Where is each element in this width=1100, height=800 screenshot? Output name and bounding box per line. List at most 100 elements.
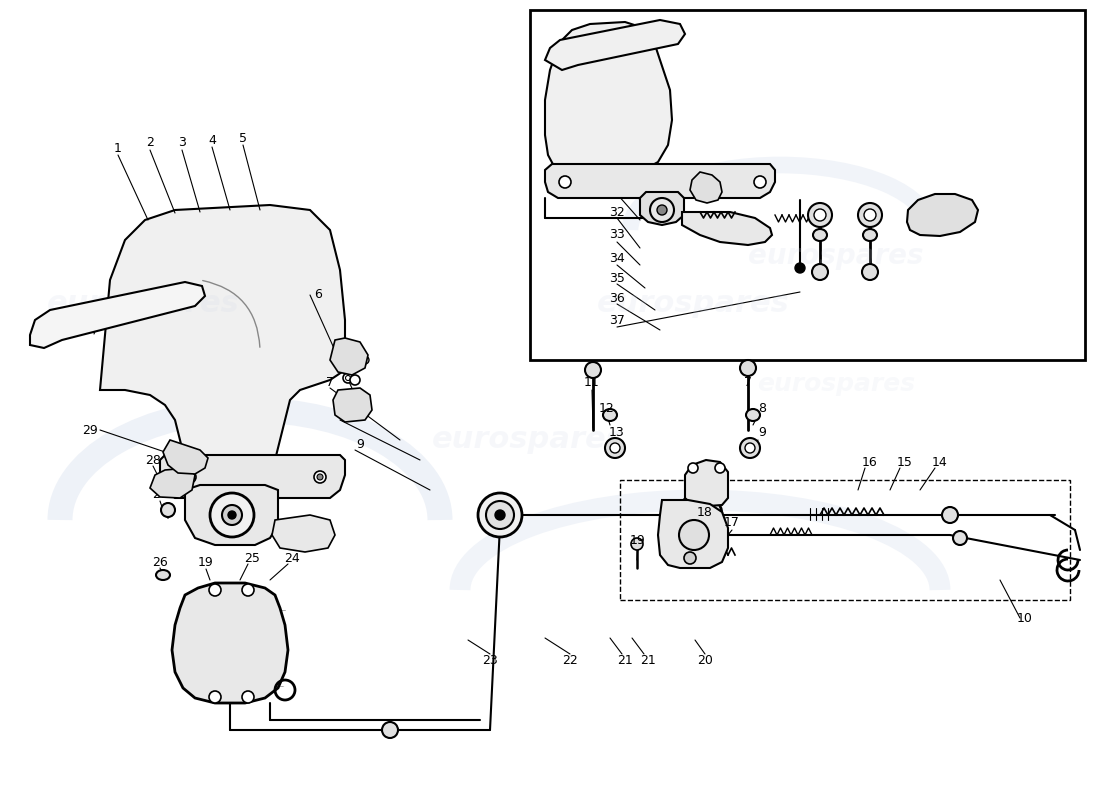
Text: 14: 14: [932, 455, 948, 469]
Text: 5: 5: [239, 131, 248, 145]
Circle shape: [187, 474, 192, 480]
Text: 16: 16: [862, 455, 878, 469]
Circle shape: [605, 438, 625, 458]
Circle shape: [864, 209, 876, 221]
Text: 10: 10: [1018, 611, 1033, 625]
Text: 25: 25: [244, 551, 260, 565]
Circle shape: [228, 511, 236, 519]
Polygon shape: [163, 440, 208, 474]
Circle shape: [559, 176, 571, 188]
Text: 35: 35: [609, 271, 625, 285]
Circle shape: [715, 463, 725, 473]
Text: 18: 18: [697, 506, 713, 519]
Text: 32: 32: [609, 206, 625, 218]
Polygon shape: [30, 282, 205, 348]
Circle shape: [184, 471, 196, 483]
Circle shape: [343, 373, 353, 383]
Text: 33: 33: [609, 229, 625, 242]
Text: 21: 21: [617, 654, 632, 666]
Circle shape: [382, 722, 398, 738]
Polygon shape: [172, 583, 288, 703]
Text: 24: 24: [284, 551, 300, 565]
Circle shape: [585, 362, 601, 378]
Circle shape: [740, 438, 760, 458]
Circle shape: [209, 584, 221, 596]
Circle shape: [242, 584, 254, 596]
Text: 4: 4: [208, 134, 216, 146]
Text: eurospares: eurospares: [748, 242, 924, 270]
Circle shape: [862, 264, 878, 280]
Circle shape: [657, 205, 667, 215]
Circle shape: [942, 507, 958, 523]
Circle shape: [314, 471, 326, 483]
Text: eurospares: eurospares: [596, 290, 790, 318]
Circle shape: [695, 510, 705, 520]
Ellipse shape: [603, 409, 617, 421]
Text: 31: 31: [609, 182, 625, 194]
Circle shape: [631, 538, 644, 550]
Text: 15: 15: [898, 455, 913, 469]
Text: 29: 29: [82, 423, 98, 437]
Polygon shape: [685, 460, 728, 507]
Circle shape: [745, 443, 755, 453]
Text: 2: 2: [146, 137, 154, 150]
Polygon shape: [333, 388, 372, 422]
Circle shape: [795, 263, 805, 273]
Circle shape: [317, 474, 323, 480]
Circle shape: [242, 691, 254, 703]
Circle shape: [858, 203, 882, 227]
Polygon shape: [544, 20, 685, 70]
Polygon shape: [185, 485, 278, 545]
Circle shape: [678, 493, 722, 537]
Circle shape: [161, 503, 175, 517]
Circle shape: [209, 691, 221, 703]
Ellipse shape: [156, 570, 170, 580]
Circle shape: [688, 463, 698, 473]
Text: 8: 8: [758, 402, 766, 414]
Text: 37: 37: [609, 314, 625, 326]
Circle shape: [679, 520, 710, 550]
Text: 3: 3: [178, 137, 186, 150]
Polygon shape: [908, 194, 978, 236]
Circle shape: [210, 493, 254, 537]
Polygon shape: [330, 338, 369, 375]
Circle shape: [812, 264, 828, 280]
Polygon shape: [544, 22, 672, 178]
Circle shape: [361, 356, 368, 364]
Text: 6: 6: [315, 289, 322, 302]
Text: 27: 27: [152, 489, 168, 502]
Text: 8: 8: [341, 407, 349, 421]
Polygon shape: [690, 172, 722, 203]
Text: 23: 23: [482, 654, 498, 666]
Polygon shape: [160, 455, 345, 498]
Polygon shape: [100, 205, 345, 480]
Text: 26: 26: [152, 555, 168, 569]
Circle shape: [953, 531, 967, 545]
Polygon shape: [682, 212, 772, 245]
Circle shape: [650, 198, 674, 222]
Circle shape: [610, 443, 620, 453]
Text: 19: 19: [198, 557, 213, 570]
Circle shape: [754, 176, 766, 188]
Text: 7: 7: [744, 377, 752, 390]
Text: 13: 13: [609, 426, 625, 439]
Ellipse shape: [864, 229, 877, 241]
Text: 17: 17: [724, 517, 740, 530]
Circle shape: [684, 552, 696, 564]
Polygon shape: [658, 500, 728, 568]
Text: eurospares: eurospares: [757, 372, 915, 396]
Polygon shape: [272, 515, 336, 552]
Ellipse shape: [746, 409, 760, 421]
Text: 1: 1: [114, 142, 122, 154]
Text: 19: 19: [630, 534, 646, 546]
Text: 34: 34: [609, 251, 625, 265]
Text: 7: 7: [326, 375, 334, 389]
Text: 11: 11: [584, 377, 600, 390]
Text: 20: 20: [697, 654, 713, 666]
Circle shape: [222, 505, 242, 525]
Polygon shape: [640, 192, 684, 225]
Text: 21: 21: [640, 654, 656, 666]
Text: 28: 28: [145, 454, 161, 466]
Text: 36: 36: [609, 291, 625, 305]
Circle shape: [686, 501, 714, 529]
